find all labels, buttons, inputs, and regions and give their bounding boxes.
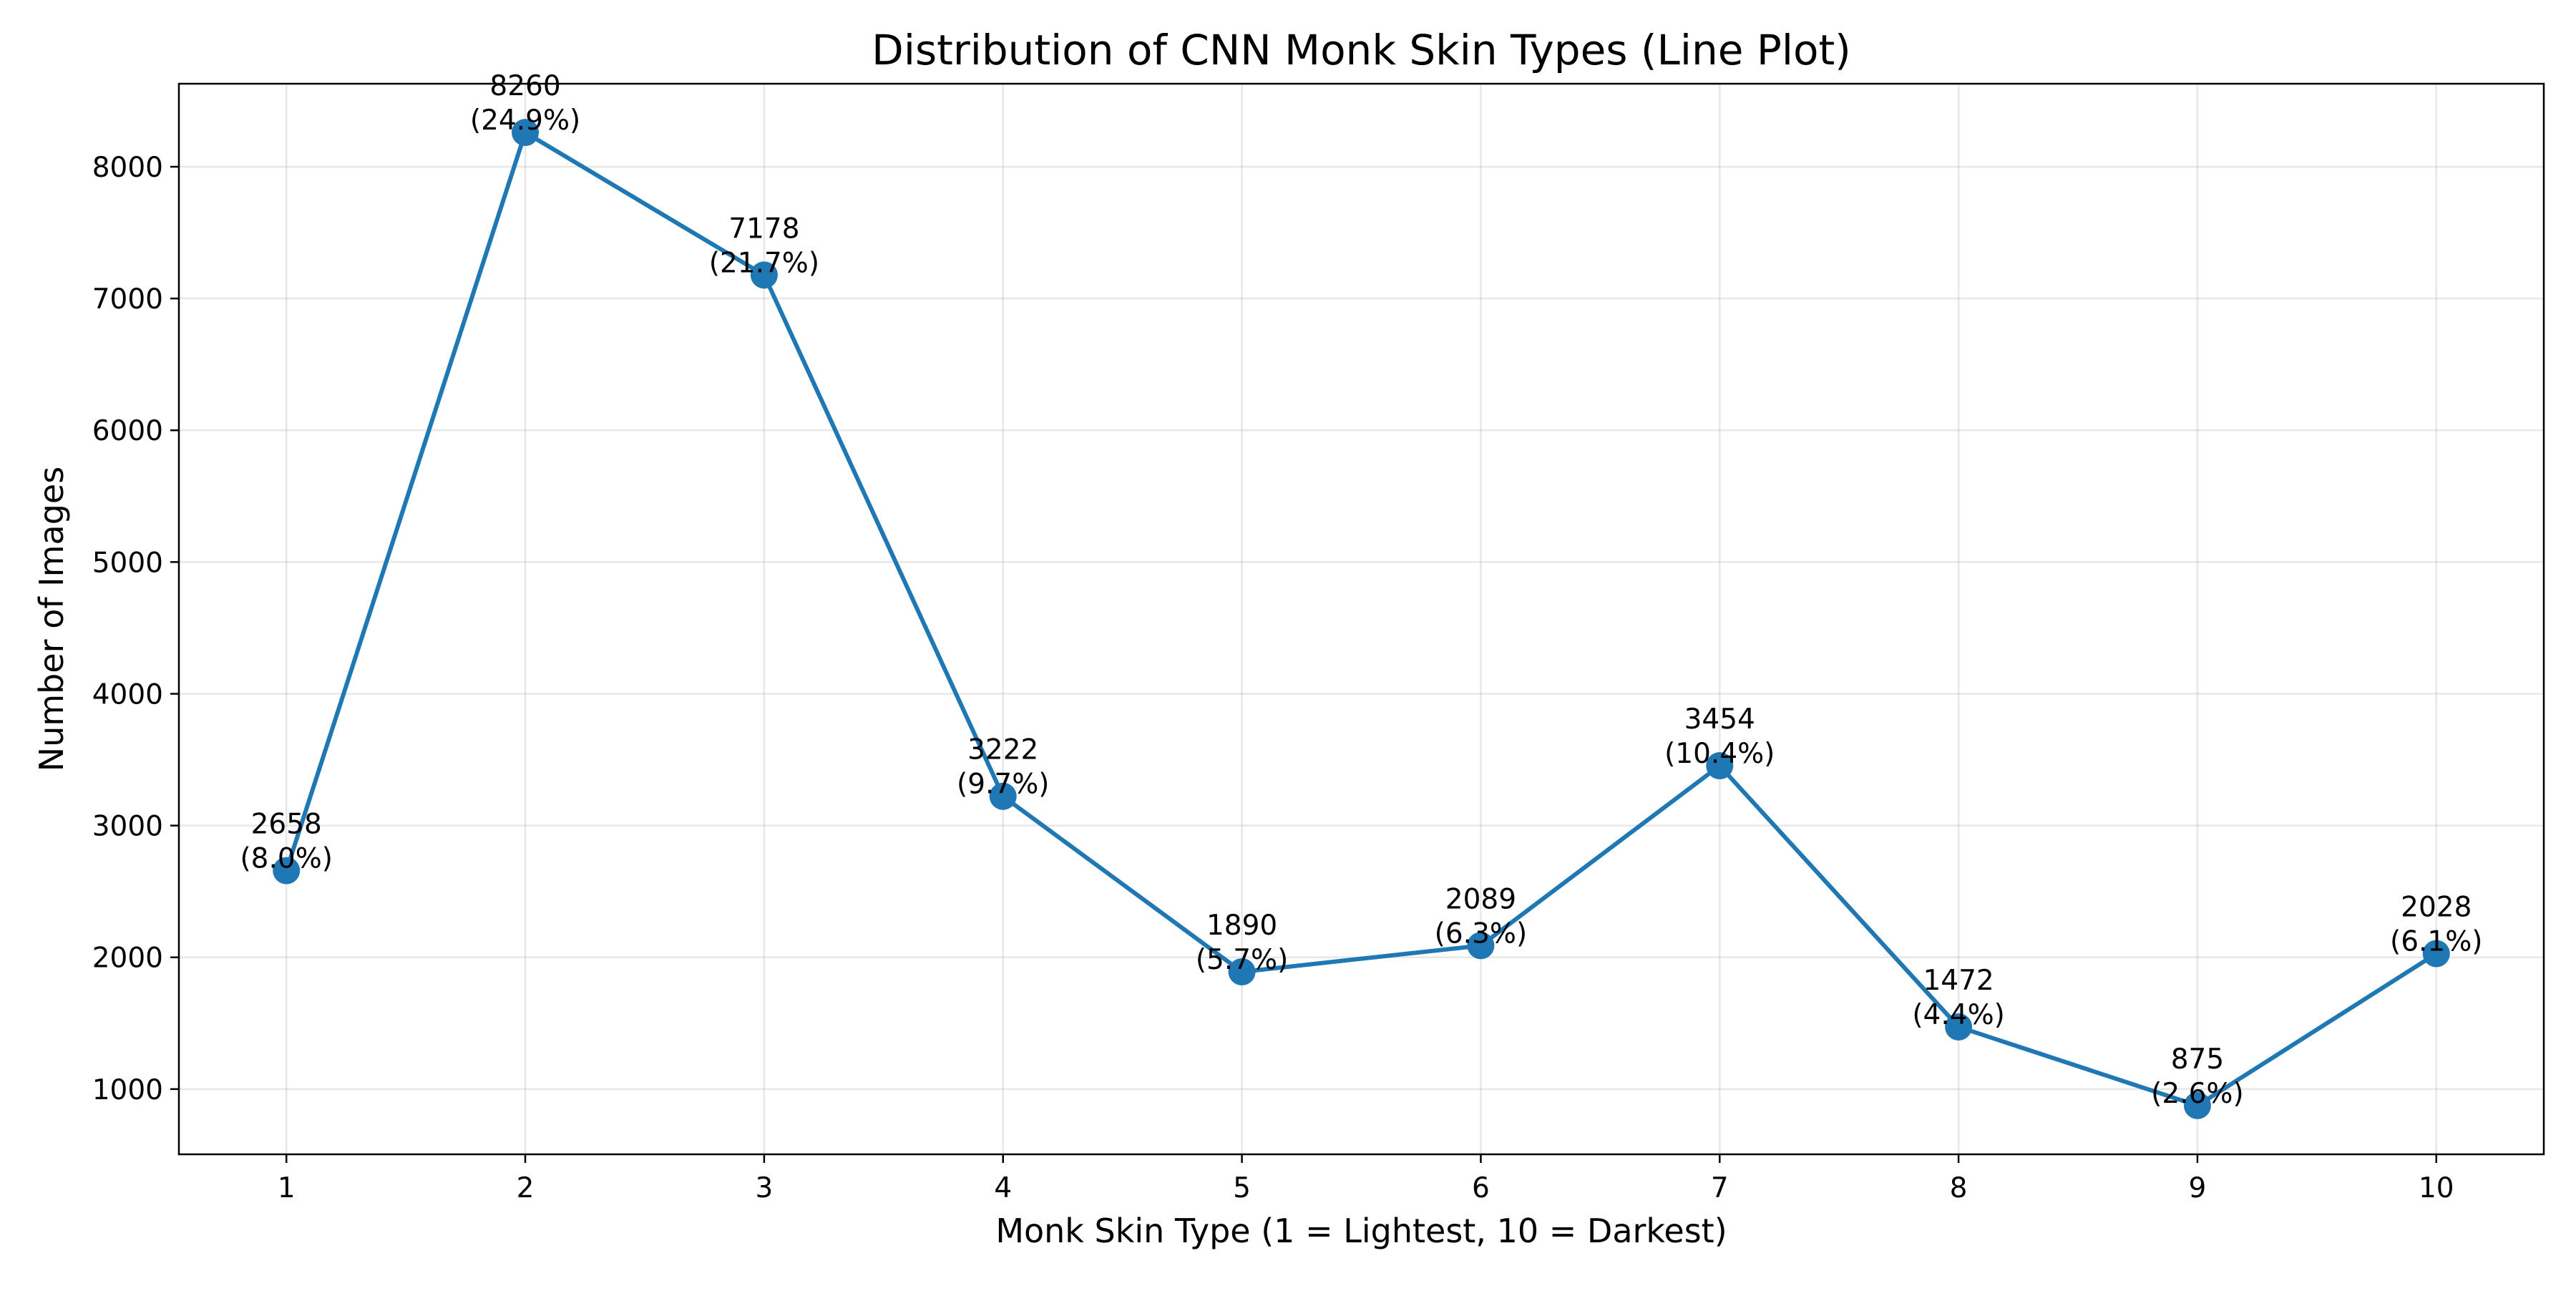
data-label: 2658 (8.0%) — [240, 809, 333, 875]
data-point — [2183, 1091, 2211, 1119]
x-tick-label: 10 — [2419, 1172, 2454, 1204]
data-label-percent: (6.1%) — [2390, 926, 2483, 958]
data-point — [750, 261, 778, 289]
data-label-percent: (6.3%) — [1435, 917, 1528, 950]
data-point — [2422, 940, 2450, 968]
y-tick-label: 1000 — [92, 1074, 163, 1106]
data-label-count: 8260 — [489, 70, 560, 102]
data-label-count: 2658 — [251, 809, 322, 841]
data-labels: 2658 (8.0%) 8260 (24.9%) 7178 (21.7%) 3222 (9.7… — [240, 70, 2482, 1110]
data-label-count: 3454 — [1684, 703, 1755, 736]
data-points — [273, 119, 2450, 1119]
data-label-percent: (9.7%) — [957, 769, 1050, 801]
data-label-count: 2028 — [2401, 892, 2472, 924]
data-point — [1945, 1013, 1973, 1041]
data-label-count: 2089 — [1445, 883, 1516, 915]
data-label-count: 1472 — [1923, 965, 1994, 997]
data-point — [273, 857, 301, 885]
data-label: 3454 (10.4%) — [1664, 703, 1775, 770]
data-label-percent: (8.0%) — [240, 843, 333, 875]
y-tick-label: 3000 — [92, 811, 163, 843]
x-tick-label: 6 — [1472, 1172, 1490, 1204]
data-point — [1228, 958, 1256, 985]
data-label-percent: (2.6%) — [2151, 1078, 2244, 1110]
y-tick-label: 6000 — [92, 415, 163, 447]
x-tick-label: 8 — [1950, 1172, 1968, 1204]
axes-frame — [177, 82, 2545, 1156]
data-label: 3222 (9.7%) — [957, 734, 1050, 801]
data-label-percent: (24.9%) — [470, 104, 580, 137]
data-point — [512, 119, 540, 147]
y-tick-label: 5000 — [92, 547, 163, 579]
ticks: 1 2 3 4 5 6 7 8 9 10 1000 2000 3000 4000 5000 6000 7000 8… — [92, 152, 2454, 1204]
x-tick-label: 7 — [1711, 1172, 1729, 1204]
series-line — [284, 130, 2439, 1108]
data-label: 7178 (21.7%) — [709, 213, 819, 279]
data-label: 2028 (6.1%) — [2390, 892, 2483, 958]
data-point — [1467, 932, 1495, 960]
data-label-count: 1890 — [1206, 910, 1277, 942]
chart-title: Distribution of CNN Monk Skin Types (Lin… — [872, 26, 1851, 74]
data-label: 2089 (6.3%) — [1435, 883, 1528, 950]
x-tick-label: 2 — [517, 1172, 535, 1204]
data-label-percent: (10.4%) — [1664, 738, 1775, 770]
data-label: 8260 (24.9%) — [470, 70, 580, 137]
data-label: 875 (2.6%) — [2151, 1043, 2244, 1110]
x-tick-label: 1 — [278, 1172, 296, 1204]
data-point — [989, 782, 1017, 810]
x-tick-label: 3 — [755, 1172, 773, 1204]
y-tick-label: 4000 — [92, 678, 163, 711]
data-label-count: 875 — [2171, 1043, 2224, 1076]
data-label: 1472 (4.4%) — [1912, 965, 2005, 1031]
data-label-percent: (5.7%) — [1196, 944, 1289, 976]
x-tick-label: 9 — [2189, 1172, 2207, 1204]
data-label-count: 3222 — [967, 734, 1038, 766]
x-axis-label: Monk Skin Type (1 = Lightest, 10 = Darke… — [995, 1212, 1727, 1250]
y-tick-label: 8000 — [92, 152, 163, 184]
data-label-percent: (4.4%) — [1912, 999, 2005, 1031]
x-tick-label: 5 — [1233, 1172, 1251, 1204]
series-line-layer — [284, 130, 2439, 1108]
data-label-percent: (21.7%) — [709, 247, 819, 279]
data-point — [1706, 752, 1734, 780]
y-tick-label: 2000 — [92, 942, 163, 975]
y-axis-label: Number of Images — [32, 467, 71, 771]
x-tick-label: 4 — [994, 1172, 1012, 1204]
data-label-count: 7178 — [728, 213, 799, 245]
y-tick-label: 7000 — [92, 283, 163, 316]
data-label: 1890 (5.7%) — [1196, 910, 1289, 976]
